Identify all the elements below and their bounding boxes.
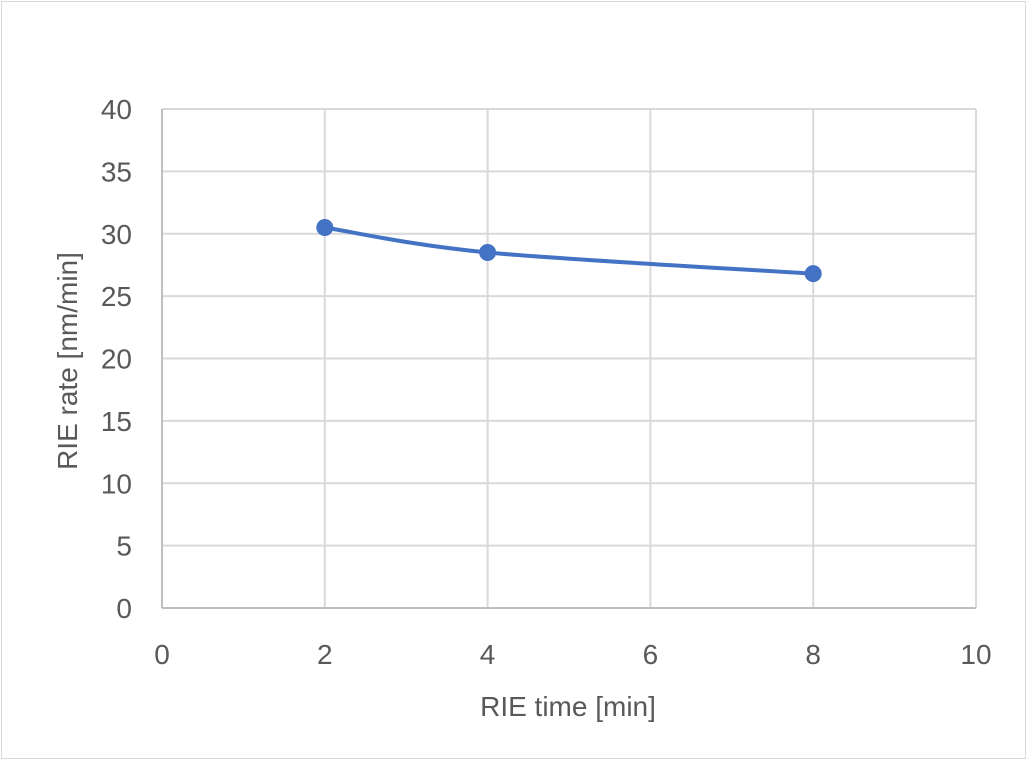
- y-tick-label: 40: [101, 94, 132, 125]
- data-point: [479, 243, 497, 261]
- data-point: [316, 219, 334, 237]
- y-tick-label: 25: [101, 281, 132, 312]
- x-tick-label: 2: [317, 639, 333, 670]
- x-tick-label: 8: [805, 639, 821, 670]
- y-tick-label: 30: [101, 219, 132, 250]
- x-tick-label: 0: [154, 639, 170, 670]
- y-tick-label: 10: [101, 468, 132, 499]
- x-tick-label: 6: [643, 639, 659, 670]
- y-tick-label: 35: [101, 156, 132, 187]
- data-series: [316, 219, 822, 283]
- gridlines: [162, 108, 977, 608]
- axes: [161, 109, 976, 609]
- data-point: [804, 265, 822, 283]
- tick-labels: 0 5 10 15 20 25 30 35 40 0 2 4 6 8 10: [101, 94, 992, 670]
- x-axis-title: RIE time [min]: [480, 691, 656, 722]
- series-line: [322, 225, 816, 276]
- y-tick-label: 20: [101, 344, 132, 375]
- x-tick-label: 4: [480, 639, 496, 670]
- y-tick-label: 5: [116, 531, 132, 562]
- y-tick-label: 15: [101, 406, 132, 437]
- y-tick-label: 0: [116, 593, 132, 624]
- y-axis-title: RIE rate [nm/min]: [52, 252, 83, 470]
- x-tick-label: 10: [960, 639, 991, 670]
